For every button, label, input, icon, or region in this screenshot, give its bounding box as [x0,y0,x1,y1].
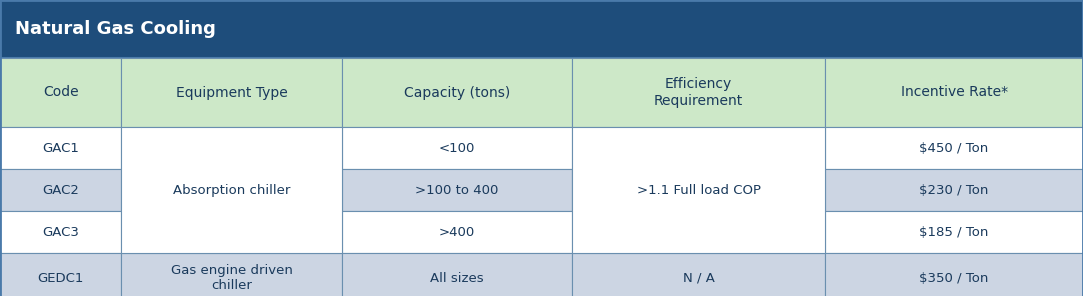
Text: GAC2: GAC2 [42,184,79,197]
Bar [572,253,825,296]
Bar [572,169,825,211]
Bar [342,253,572,296]
Bar [342,169,572,211]
Bar [121,253,342,296]
Bar [0,127,121,169]
Text: $185 / Ton: $185 / Ton [919,226,989,239]
Bar [342,127,572,169]
Text: Efficiency
Requirement: Efficiency Requirement [654,77,743,108]
Bar [0,211,121,253]
Bar [0,169,121,211]
Text: >400: >400 [439,226,475,239]
Text: All sizes: All sizes [430,272,484,285]
Bar [825,58,1083,127]
Bar [825,127,1083,169]
Bar [342,211,572,253]
Text: >1.1 Full load COP: >1.1 Full load COP [637,184,760,197]
Text: Natural Gas Cooling: Natural Gas Cooling [15,20,216,38]
Text: Equipment Type: Equipment Type [175,86,288,99]
Bar [825,253,1083,296]
Text: >100 to 400: >100 to 400 [416,184,498,197]
Text: $450 / Ton: $450 / Ton [919,142,989,155]
Text: Incentive Rate*: Incentive Rate* [901,86,1007,99]
Text: GAC3: GAC3 [42,226,79,239]
Bar [0,0,1083,58]
Text: Capacity (tons): Capacity (tons) [404,86,510,99]
Bar [825,211,1083,253]
Text: $230 / Ton: $230 / Ton [919,184,989,197]
Bar [0,253,121,296]
Bar [572,58,825,127]
Bar [825,169,1083,211]
Text: GAC1: GAC1 [42,142,79,155]
Text: $350 / Ton: $350 / Ton [919,272,989,285]
Text: Absorption chiller: Absorption chiller [173,184,290,197]
Text: GEDC1: GEDC1 [38,272,83,285]
Text: Gas engine driven
chiller: Gas engine driven chiller [171,264,292,292]
Text: <100: <100 [439,142,475,155]
Bar [0,58,121,127]
Bar [121,127,342,253]
Text: N / A: N / A [682,272,715,285]
Text: Code: Code [43,86,78,99]
Bar [572,127,825,253]
Bar [121,58,342,127]
Bar [342,58,572,127]
